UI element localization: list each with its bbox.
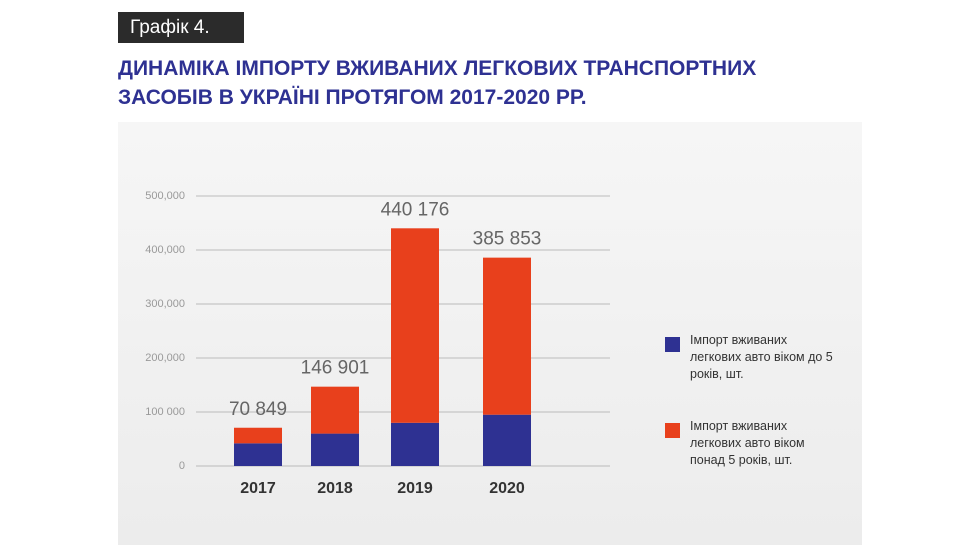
y-tick-label: 100 000 <box>145 406 185 418</box>
x-tick-label: 2020 <box>489 480 525 497</box>
figure-badge: Графік 4. <box>118 12 244 43</box>
legend-label: Імпорт вживаних легкових авто віком до 5… <box>690 333 833 381</box>
y-tick-label: 0 <box>179 460 185 472</box>
x-tick-label: 2019 <box>397 480 433 497</box>
bar-segment <box>311 433 359 466</box>
y-tick-label: 300,000 <box>145 298 185 310</box>
bar-segment <box>483 414 531 466</box>
total-label: 385 853 <box>473 229 542 250</box>
bar-segment <box>234 427 282 444</box>
y-tick-label: 200,000 <box>145 352 185 364</box>
total-label: 440 176 <box>381 199 450 220</box>
bar-segment <box>391 228 439 423</box>
total-label: 70 849 <box>229 399 287 420</box>
total-label: 146 901 <box>301 358 370 379</box>
bar-segment <box>391 422 439 466</box>
y-tick-label: 400,000 <box>145 244 185 256</box>
bar-segment <box>234 443 282 466</box>
legend-swatch <box>665 423 680 438</box>
bar-segment <box>483 257 531 415</box>
legend-swatch <box>665 337 680 352</box>
y-tick-label: 500,000 <box>145 190 185 202</box>
chart-title: ДИНАМІКА ІМПОРТУ ВЖИВАНИХ ЛЕГКОВИХ ТРАНС… <box>118 57 757 109</box>
x-tick-label: 2017 <box>240 480 276 497</box>
x-tick-label: 2018 <box>317 480 353 497</box>
bar-segment <box>311 386 359 434</box>
legend-label: Імпорт вживаних легкових авто віком пона… <box>690 419 805 467</box>
